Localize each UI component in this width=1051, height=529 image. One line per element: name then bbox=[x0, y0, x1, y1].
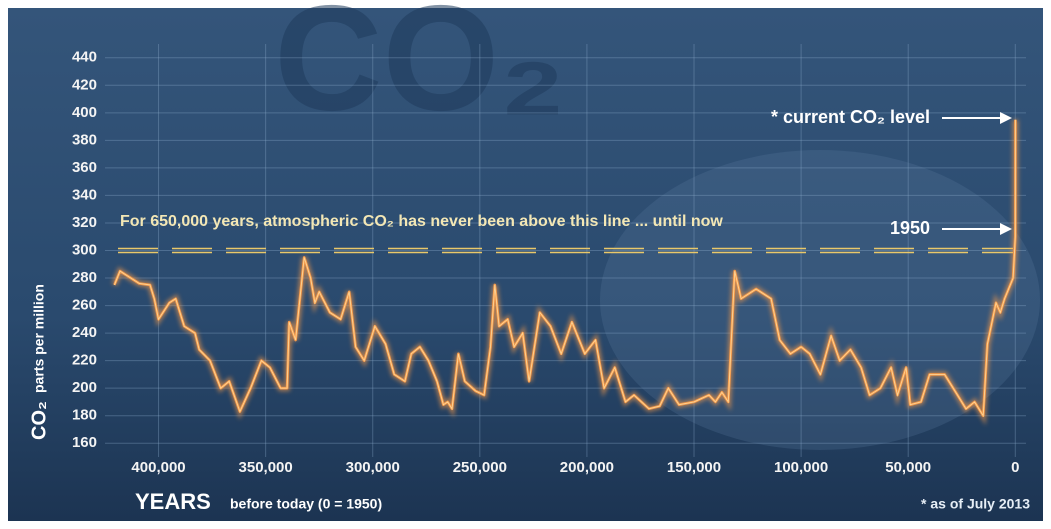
background bbox=[8, 8, 1043, 521]
x-axis-sublabel: before today (0 = 1950) bbox=[230, 496, 382, 512]
y-tick-label: 240 bbox=[72, 324, 97, 341]
y-axis-label: CO₂ bbox=[28, 401, 50, 440]
x-tick-label: 300,000 bbox=[346, 459, 400, 476]
y-tick-label: 200 bbox=[72, 379, 97, 396]
y-tick-label: 320 bbox=[72, 214, 97, 231]
threshold-text: For 650,000 years, atmospheric CO₂ has n… bbox=[120, 213, 723, 230]
y-tick-label: 280 bbox=[72, 269, 97, 286]
x-tick-label: 0 bbox=[1011, 459, 1019, 476]
x-tick-label: 250,000 bbox=[453, 459, 507, 476]
y-tick-label: 340 bbox=[72, 186, 97, 203]
x-tick-label: 200,000 bbox=[560, 459, 614, 476]
year-1950-label: 1950 bbox=[890, 218, 930, 238]
y-tick-label: 160 bbox=[72, 434, 97, 451]
y-tick-label: 420 bbox=[72, 76, 97, 93]
y-tick-label: 220 bbox=[72, 352, 97, 369]
x-tick-label: 50,000 bbox=[885, 459, 931, 476]
x-tick-label: 400,000 bbox=[131, 459, 185, 476]
x-tick-label: 150,000 bbox=[667, 459, 721, 476]
x-axis-label: YEARS bbox=[135, 489, 211, 514]
y-tick-label: 180 bbox=[72, 407, 97, 424]
current-label: * current CO₂ level bbox=[771, 107, 930, 127]
y-tick-label: 300 bbox=[72, 241, 97, 258]
footnote: * as of July 2013 bbox=[921, 496, 1030, 512]
y-tick-label: 440 bbox=[72, 49, 97, 66]
x-tick-label: 100,000 bbox=[774, 459, 828, 476]
y-tick-label: 360 bbox=[72, 159, 97, 176]
arrow-head bbox=[1000, 223, 1012, 235]
y-tick-label: 380 bbox=[72, 131, 97, 148]
watermark: CO₂ bbox=[274, 0, 566, 142]
x-tick-label: 350,000 bbox=[239, 459, 293, 476]
y-tick-label: 260 bbox=[72, 297, 97, 314]
line-core bbox=[113, 119, 1016, 418]
y-axis-sublabel: parts per million bbox=[31, 284, 47, 393]
y-tick-label: 400 bbox=[72, 104, 97, 121]
arrow-head bbox=[1000, 112, 1012, 124]
